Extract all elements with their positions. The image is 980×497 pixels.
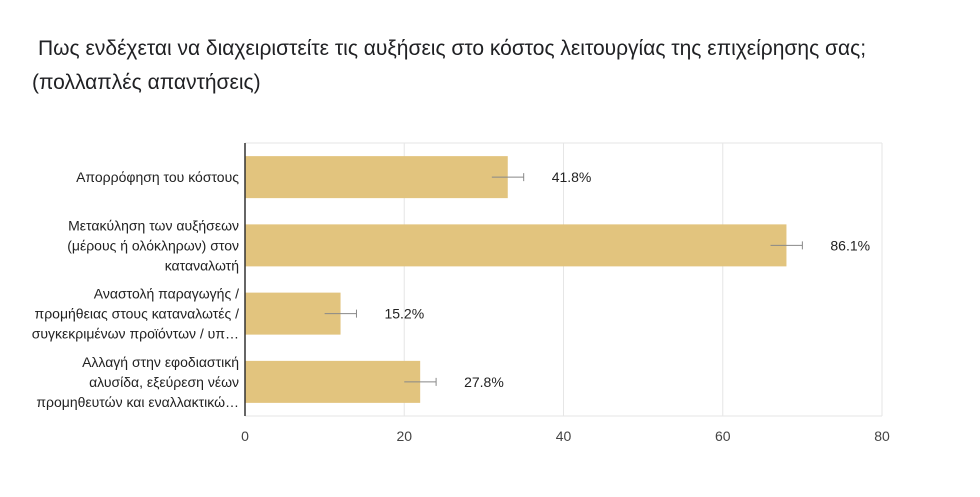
category-label: (μέρους ή ολόκληρων) στον	[67, 237, 239, 253]
category-label: Αναστολή παραγωγής /	[94, 286, 239, 302]
category-label: αλυσίδα, εξεύρεση νέων	[89, 374, 239, 390]
category-label: Απορρόφηση του κόστους	[76, 169, 239, 185]
x-tick-label: 80	[874, 428, 890, 444]
data-label: 86.1%	[830, 237, 870, 253]
x-tick-label: 20	[396, 428, 412, 444]
category-label: Μετακύληση των αυξήσεων	[68, 217, 239, 233]
x-tick-label: 60	[715, 428, 731, 444]
bar	[245, 360, 421, 403]
bar	[245, 224, 787, 267]
x-tick-label: 40	[556, 428, 572, 444]
labels: 0 20 40 60 80 41.8% Απορρόφηση του κόστους 86.1…	[32, 143, 890, 444]
bar	[245, 156, 508, 199]
category-label: συγκεκριμένων προϊόντων / υπ…	[32, 326, 239, 342]
category-label: προμηθευτών και εναλλακτικώ…	[36, 394, 239, 410]
title-line-1: Πως ενδέχεται να διαχειριστείτε τις αυξή…	[38, 37, 867, 60]
data-label: 41.8%	[552, 169, 592, 185]
category-label: καταναλωτή	[165, 257, 239, 273]
chart-title: Πως ενδέχεται να διαχειριστείτε τις αυξή…	[32, 32, 968, 100]
bars	[245, 156, 803, 403]
x-tick-label: 0	[241, 428, 249, 444]
category-label: προμήθειας στους καταναλωτές /	[35, 306, 240, 322]
title-line-2: (πολλαπλές απαντήσεις)	[32, 71, 261, 94]
data-label: 27.8%	[464, 374, 504, 390]
category-label: Αλλαγή στην εφοδιαστική	[82, 354, 239, 370]
data-label: 15.2%	[384, 306, 424, 322]
